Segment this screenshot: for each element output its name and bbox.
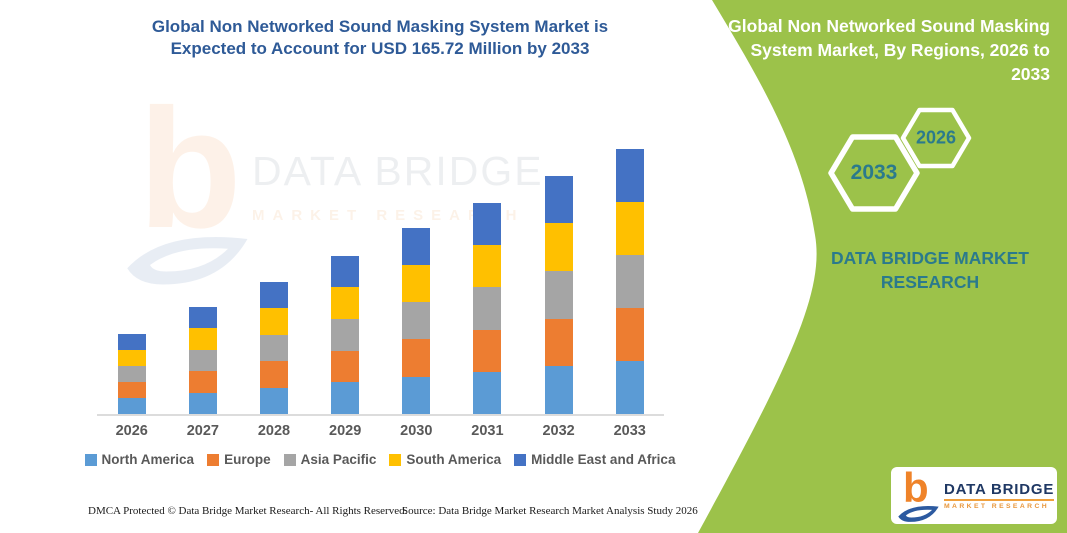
chart-title-line2: Expected to Account for USD 165.72 Milli… (170, 39, 590, 58)
bar-segment-2027 (188, 306, 217, 329)
logo-leaf-icon (898, 505, 939, 522)
legend: North America Europe Asia Pacific South Ame… (80, 452, 680, 467)
panel-brand-line1: DATA BRIDGE MARKET (831, 248, 1029, 268)
bar-segment-2029 (331, 318, 360, 351)
bar-segment-2030 (402, 227, 431, 265)
x-axis-label-2031: 2031 (471, 423, 504, 439)
x-axis-label-2030: 2030 (400, 423, 433, 439)
panel-brand-text: DATA BRIDGE MARKET RESEARCH (805, 246, 1055, 294)
legend-swatch-icon (283, 453, 296, 466)
bar-2026 (117, 334, 146, 414)
legend-item: South America (389, 452, 501, 467)
legend-item: Middle East and Africa (514, 452, 675, 467)
plot-area (97, 148, 663, 414)
bar-segment-2033 (615, 149, 644, 203)
bar-2030 (402, 227, 431, 414)
legend-label: South America (406, 452, 502, 467)
bar-segment-2026 (117, 398, 146, 414)
hexagon-2026-icon (900, 107, 972, 169)
x-axis-label-2029: 2029 (329, 423, 362, 439)
legend-item: North America (84, 452, 195, 467)
bar-segment-2033 (615, 255, 644, 309)
bar-segment-2031 (473, 329, 502, 372)
bar-segment-2030 (402, 302, 431, 340)
legend-label: North America (101, 452, 195, 467)
x-axis-label-2027: 2027 (186, 423, 219, 439)
legend-swatch-icon (84, 453, 97, 466)
x-axis-labels: 2026 2027 2028 2029 2030 2031 2032 2033 (97, 423, 663, 441)
bar-segment-2032 (544, 366, 573, 414)
bar-2029 (331, 255, 360, 414)
bar-segment-2026 (117, 382, 146, 398)
bar-segment-2028 (260, 387, 288, 414)
bar-segment-2029 (331, 382, 360, 414)
bar-segment-2028 (260, 308, 288, 335)
panel-heading: Global Non Networked Sound Masking Syste… (728, 16, 1050, 84)
bar-2033 (615, 149, 644, 414)
bar-segment-2030 (402, 376, 431, 414)
x-axis-line (97, 414, 664, 416)
legend-item: Europe (207, 452, 271, 467)
legend-label: Asia Pacific (300, 452, 377, 467)
bar-2031 (473, 202, 502, 414)
bar-segment-2031 (473, 245, 502, 288)
bar-segment-2027 (188, 371, 217, 393)
bar-segment-2028 (260, 361, 288, 388)
company-logo-text: DATA BRIDGE MARKET RESEARCH (944, 481, 1055, 510)
legend-label: Middle East and Africa (531, 452, 676, 467)
bar-segment-2028 (260, 334, 288, 362)
logo-b-icon: b (903, 463, 929, 511)
bar-segment-2032 (544, 270, 573, 319)
bar-segment-2029 (331, 255, 360, 288)
chart-title-line1: Global Non Networked Sound Masking Syste… (151, 17, 609, 36)
bar-2027 (188, 306, 217, 414)
bar-segment-2027 (188, 328, 217, 350)
green-panel-shape (698, 0, 1067, 533)
footer-dmca-text: DMCA Protected © Data Bridge Market Rese… (88, 505, 408, 517)
bar-segment-2032 (544, 318, 573, 367)
x-axis-label-2033: 2033 (613, 423, 646, 439)
x-axis-label-2032: 2032 (542, 423, 575, 439)
bar-segment-2026 (117, 366, 146, 382)
bar-segment-2031 (473, 202, 502, 246)
bar-segment-2032 (544, 175, 573, 224)
bar-segment-2032 (544, 223, 573, 271)
bar-segment-2026 (117, 350, 146, 366)
company-logo-brand: DATA BRIDGE (944, 481, 1055, 501)
bar-segment-2027 (188, 349, 217, 372)
bar-segment-2031 (473, 371, 502, 414)
company-logo-sub: MARKET RESEARCH (944, 503, 1050, 510)
hexagon-2033-icon (828, 134, 920, 212)
hexagon-2026-label: 2026 (915, 127, 957, 148)
bar-segment-2026 (117, 334, 146, 350)
company-logo: b DATA BRIDGE MARKET RESEARCH (891, 466, 1057, 524)
legend-label: Europe (224, 452, 271, 467)
bar-segment-2029 (331, 287, 360, 319)
legend-swatch-icon (207, 453, 220, 466)
bar-2032 (544, 175, 573, 414)
bar-segment-2028 (260, 282, 288, 309)
bar-segment-2031 (473, 287, 502, 330)
bar-segment-2027 (188, 392, 217, 414)
bar-segment-2033 (615, 308, 644, 362)
hexagon-2033-label: 2033 (850, 161, 898, 184)
x-axis-label-2026: 2026 (115, 423, 148, 439)
footer-source-text: Source: Data Bridge Market Research Mark… (402, 505, 698, 517)
legend-item: Asia Pacific (283, 452, 377, 467)
bar-segment-2033 (615, 202, 644, 256)
legend-swatch-icon (389, 453, 402, 466)
legend-swatch-icon (514, 453, 527, 466)
chart-title: Global Non Networked Sound Masking Syste… (97, 16, 663, 60)
x-axis-label-2028: 2028 (257, 423, 291, 439)
bar-segment-2030 (402, 339, 431, 377)
bar-2028 (260, 282, 288, 414)
company-logo-glyph: b (898, 466, 939, 522)
bar-segment-2030 (402, 264, 431, 303)
panel-brand-line2: RESEARCH (880, 272, 980, 292)
bar-segment-2033 (615, 361, 644, 414)
bar-segment-2029 (331, 350, 360, 383)
